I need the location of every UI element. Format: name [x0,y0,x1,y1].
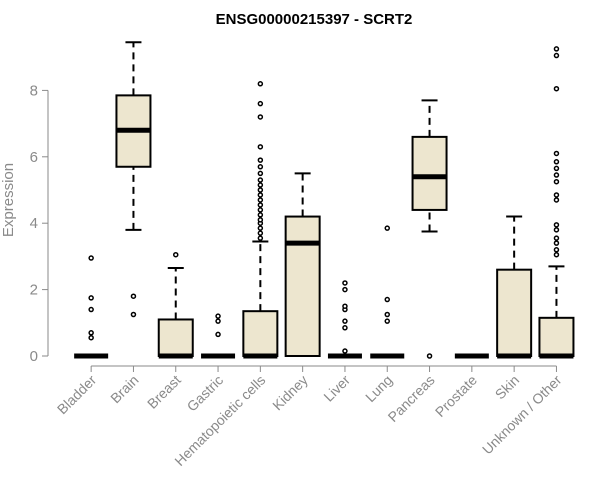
outlier-point [88,306,94,313]
outlier-point [553,247,560,253]
y-tick-label: 0 [30,348,38,365]
outlier-point [257,187,264,193]
y-tick-label: 2 [30,282,38,299]
outlier-point [342,303,348,309]
outlier-point [215,313,221,319]
outlier-point [553,172,560,178]
outlier-point [553,197,560,203]
box-pancreas [411,99,448,359]
y-tick-label: 4 [30,215,38,232]
outlier-point [257,144,264,150]
box-body [284,215,321,357]
boxes [74,41,575,359]
outlier-point [553,165,560,172]
outlier-point [553,150,560,157]
box-breast [157,251,194,359]
outlier-point [130,293,137,299]
outlier-point [553,192,560,198]
outlier-point [553,159,560,165]
outlier-point [553,46,560,52]
outlier-point [553,251,560,258]
box-brain [115,41,152,318]
outlier-point [215,318,221,324]
x-tick-label: Liver [320,372,353,405]
x-tick-label: Pancreas [385,372,438,425]
outlier-point [342,348,348,354]
outlier-point [426,353,433,359]
outlier-point [88,330,94,336]
outlier-point [257,114,264,120]
outlier-point [173,251,179,258]
box-bladder [74,255,109,359]
box-hematopoietic-cells [242,81,279,359]
x-tick-label: Kidney [269,372,311,414]
box-gastric [201,313,236,359]
box-unknown-other [538,46,575,359]
outlier-point [257,230,264,236]
outlier-point [130,311,137,318]
x-tick-label: Unknown / Other [479,372,565,458]
outlier-point [257,217,264,223]
x-tick-label: Skin [492,372,523,403]
outlier-point [257,157,264,163]
outlier-point [257,182,264,188]
chart-title: ENSG00000215397 - SCRT2 [216,11,413,28]
outlier-point [342,325,348,331]
outlier-point [553,240,560,246]
outlier-point [342,318,348,324]
y-tick-label: 8 [30,82,38,99]
outlier-point [257,212,264,218]
box-skin [496,215,533,359]
y-tick-label: 6 [30,149,38,166]
outlier-point [384,318,390,324]
outlier-point [257,202,264,208]
outlier-point [553,235,560,241]
outlier-point [342,280,348,286]
outlier-point [553,222,560,228]
x-tick-label: Prostate [432,372,480,420]
outlier-point [257,164,264,170]
outlier-point [257,170,264,177]
x-tick-label: Brain [107,372,141,406]
y-axis-label: Expression [0,163,17,237]
outlier-point [342,286,348,293]
outlier-point [553,52,560,59]
outlier-point [384,311,390,318]
outlier-point [384,296,390,303]
outlier-point [88,334,94,341]
x-tick-label: Breast [144,372,184,412]
box-lung [370,225,405,359]
box-kidney [284,172,321,357]
outlier-point [257,177,264,183]
outlier-point [553,227,560,233]
outlier-point [88,255,94,261]
outlier-point [257,197,264,203]
y-axis: 0 2 4 6 8 [30,82,49,365]
box-body [411,135,448,211]
outlier-point [257,225,264,231]
box-body [538,316,575,358]
box-body [157,318,194,358]
outlier-point [257,81,264,87]
box-body [496,268,533,357]
outlier-point [384,225,390,231]
outlier-point [215,331,221,338]
box-liver [327,280,362,359]
x-tick-label: Lung [362,372,395,405]
outlier-point [553,85,560,92]
outlier-point [257,207,264,213]
box-body [242,310,279,357]
outlier-point [257,192,264,198]
x-tick-label: Bladder [54,372,100,418]
outlier-point [257,100,264,107]
outlier-point [553,178,560,185]
outlier-point [88,295,94,301]
outlier-point [257,235,264,241]
